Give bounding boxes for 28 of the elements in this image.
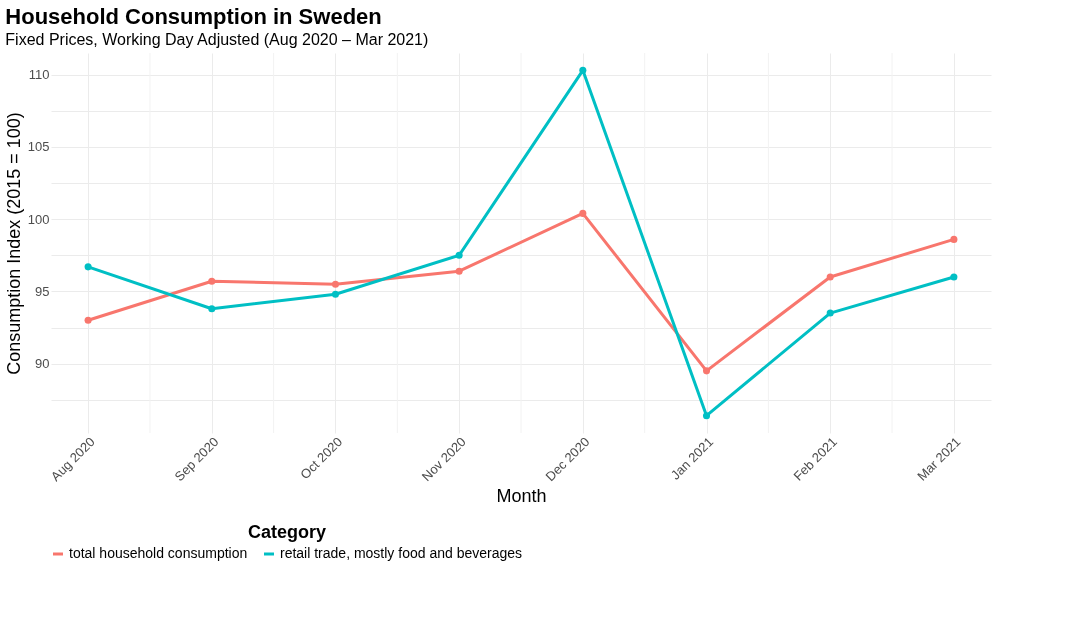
chart-subtitle: Fixed Prices, Working Day Adjusted (Aug 2020 – Mar 2021) — [5, 30, 429, 48]
y-tick-label: 105 — [27, 139, 50, 155]
point — [455, 251, 463, 259]
y-tick-label: 100 — [27, 211, 50, 227]
point — [950, 235, 958, 243]
point — [579, 209, 587, 217]
point — [579, 66, 587, 74]
y-tick-label: 95 — [35, 283, 50, 299]
point — [702, 412, 711, 420]
chart-title: Household Consumption in Sweden — [5, 3, 382, 29]
legend-label: retail trade, mostly food and beverages — [280, 545, 523, 561]
point — [826, 309, 834, 317]
y-axis-title: Consumption Index (2015 = 100) — [3, 112, 24, 375]
point — [84, 263, 92, 271]
point — [331, 290, 340, 298]
y-tick-label: 90 — [35, 356, 50, 372]
point — [950, 273, 958, 281]
point — [208, 277, 216, 285]
point — [331, 280, 340, 288]
point — [208, 305, 216, 313]
point — [826, 273, 834, 281]
point — [702, 367, 711, 375]
x-axis-title: Month — [496, 486, 547, 507]
legend-label: total household consumption — [69, 545, 248, 561]
point — [455, 267, 463, 275]
y-tick-label: 110 — [28, 67, 50, 83]
point — [84, 316, 92, 324]
legend-title: Category — [247, 522, 327, 542]
